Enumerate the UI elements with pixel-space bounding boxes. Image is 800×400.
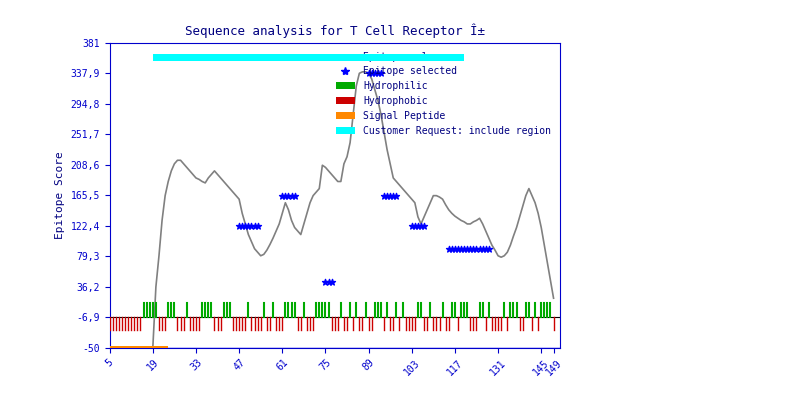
Point <box>451 246 464 252</box>
Point <box>282 192 295 199</box>
Point <box>245 223 258 229</box>
Legend: Epitope value, Epitope selected, Hydrophilic, Hydrophobic, Signal Peptide, Custo: Epitope value, Epitope selected, Hydroph… <box>332 48 555 140</box>
Point <box>288 192 301 199</box>
Point <box>458 246 470 252</box>
Point <box>476 246 489 252</box>
Point <box>368 70 381 76</box>
Point <box>322 279 335 285</box>
Point <box>473 246 486 252</box>
Point <box>387 192 400 199</box>
Point <box>414 223 427 229</box>
Point <box>366 70 378 76</box>
Point <box>411 223 424 229</box>
Point <box>464 246 477 252</box>
Point <box>446 246 458 252</box>
Point <box>418 223 430 229</box>
Point <box>248 223 261 229</box>
Point <box>279 192 292 199</box>
Point <box>362 70 375 76</box>
Point <box>454 246 467 252</box>
Point <box>479 246 492 252</box>
Point <box>461 246 474 252</box>
Point <box>239 223 252 229</box>
Title: Sequence analysis for T Cell Receptor Î±: Sequence analysis for T Cell Receptor Î± <box>185 23 485 38</box>
Point <box>381 192 394 199</box>
Point <box>378 192 390 199</box>
Point <box>233 223 246 229</box>
Point <box>236 223 249 229</box>
Point <box>390 192 402 199</box>
Point <box>319 279 332 285</box>
Point <box>384 192 397 199</box>
Point <box>467 246 480 252</box>
Point <box>285 192 298 199</box>
Point <box>442 246 455 252</box>
Point <box>242 223 254 229</box>
Point <box>251 223 264 229</box>
Point <box>482 246 495 252</box>
Point <box>470 246 483 252</box>
Y-axis label: Epitope Score: Epitope Score <box>55 152 65 239</box>
Point <box>406 223 418 229</box>
Point <box>326 279 338 285</box>
Point <box>449 246 462 252</box>
Point <box>371 70 384 76</box>
Point <box>409 223 422 229</box>
Point <box>374 70 387 76</box>
Point <box>276 192 289 199</box>
